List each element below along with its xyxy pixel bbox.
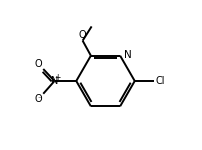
- Text: Cl: Cl: [155, 76, 164, 86]
- Text: ⁻: ⁻: [37, 94, 41, 103]
- Text: O: O: [35, 58, 42, 69]
- Text: +: +: [54, 74, 61, 82]
- Text: O: O: [35, 94, 42, 104]
- Text: O: O: [79, 30, 86, 40]
- Text: N: N: [124, 50, 132, 60]
- Text: N: N: [51, 76, 58, 86]
